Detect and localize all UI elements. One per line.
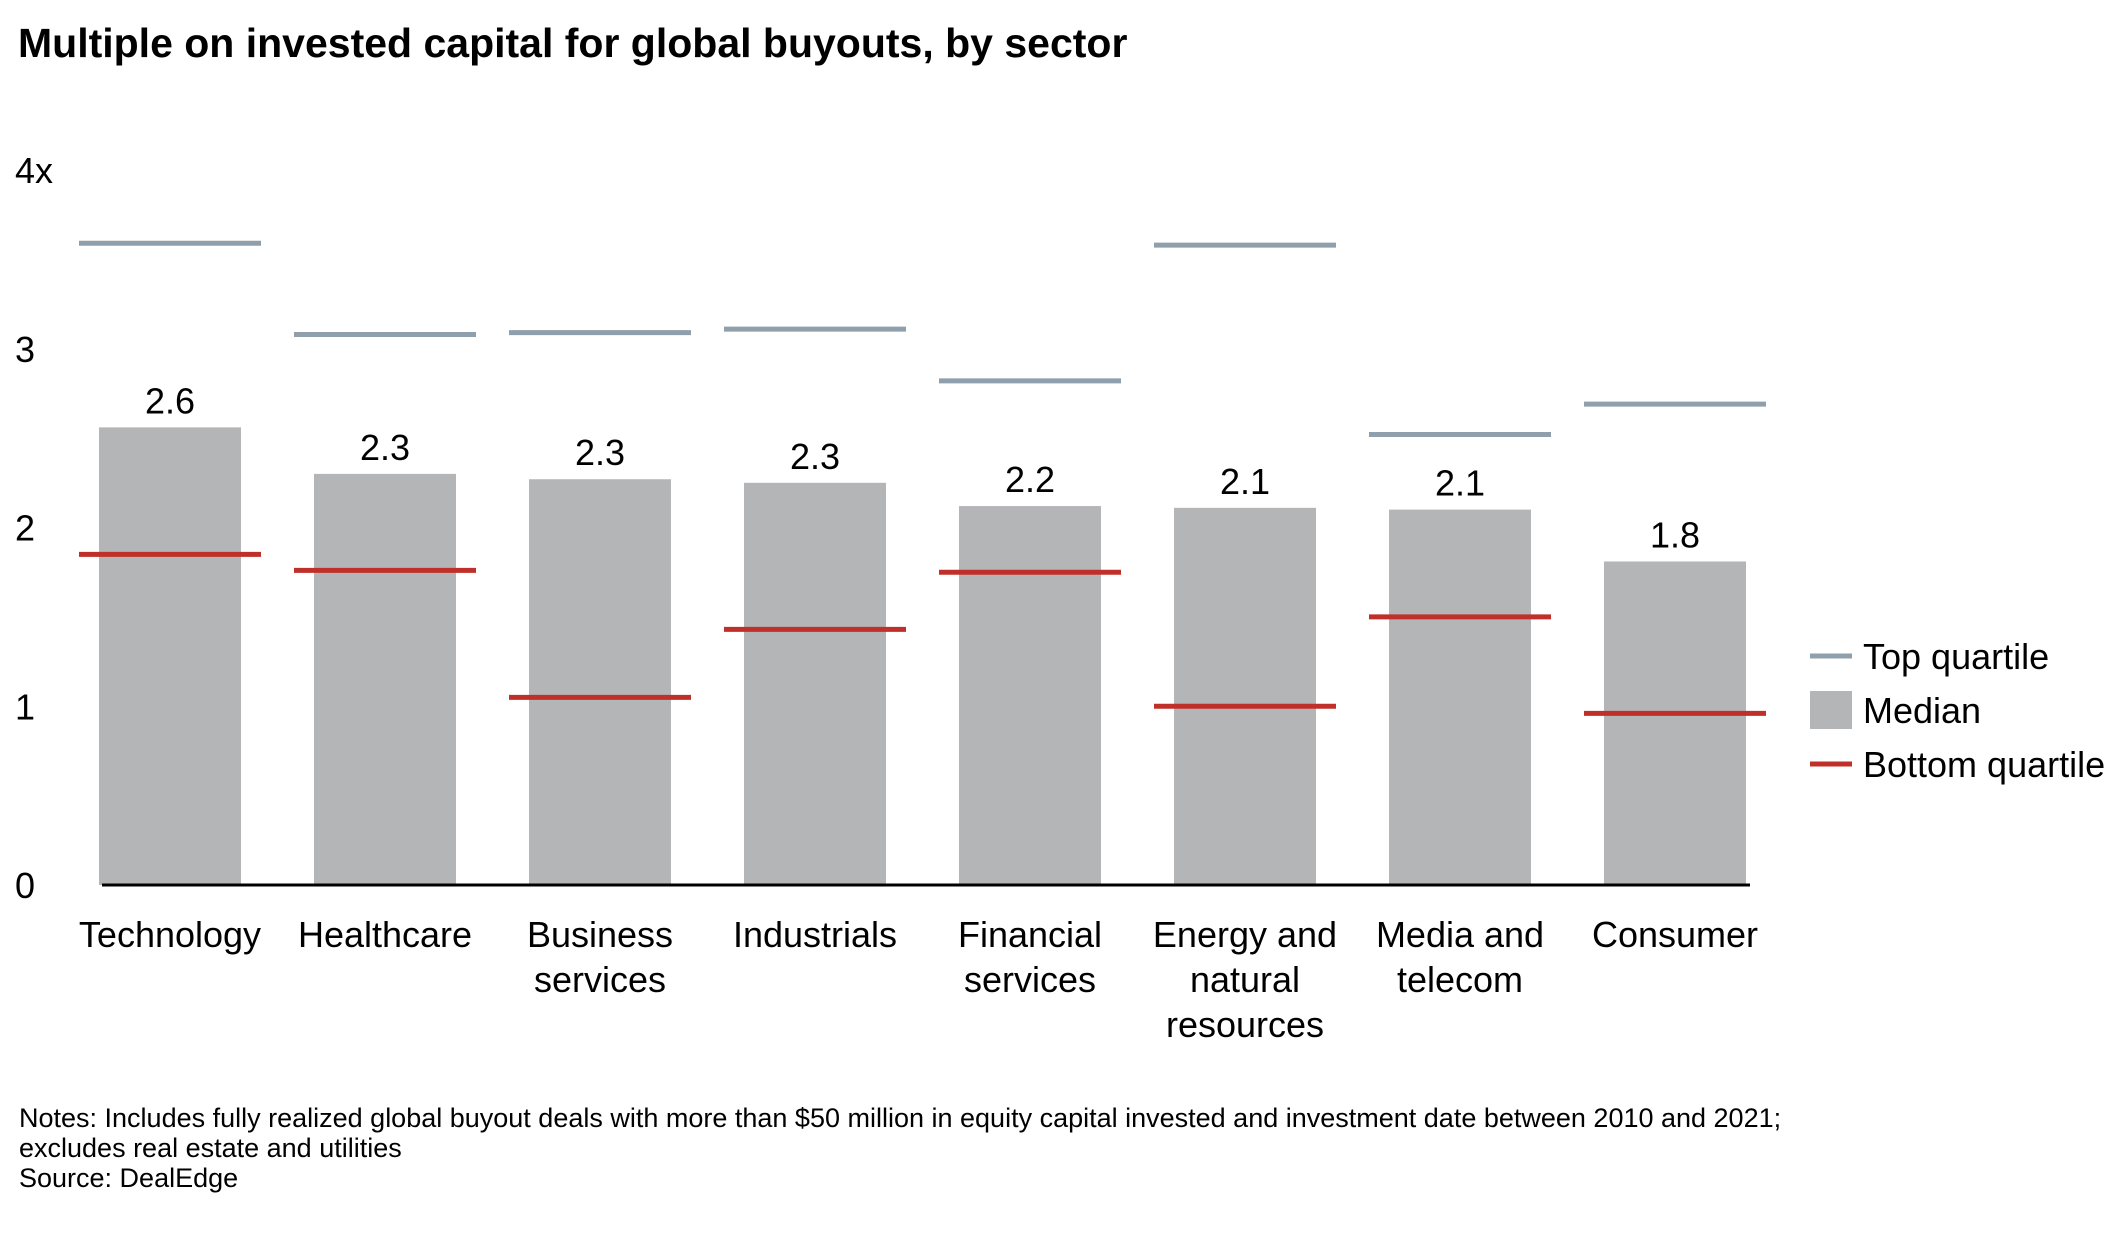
- category-label: telecom: [1397, 959, 1523, 1000]
- legend-label: Median: [1863, 690, 1981, 731]
- median-value-label: 1.8: [1650, 514, 1700, 555]
- y-tick-label: 3: [15, 329, 35, 370]
- median-bar: [744, 482, 886, 885]
- source-line: Source: DealEdge: [19, 1163, 239, 1193]
- y-tick-label: 4x: [15, 150, 53, 191]
- median-bar: [1389, 509, 1531, 885]
- median-value-label: 2.3: [790, 436, 840, 477]
- legend-swatch: [1810, 691, 1852, 729]
- category-label: Financial: [958, 914, 1102, 955]
- median-value-label: 2.1: [1220, 461, 1270, 502]
- y-tick-label: 0: [15, 865, 35, 906]
- legend-label: Top quartile: [1863, 636, 2049, 677]
- category-label: Media and: [1376, 914, 1544, 955]
- median-value-label: 2.3: [360, 427, 410, 468]
- chart-title: Multiple on invested capital for global …: [18, 20, 1128, 66]
- category-label: Consumer: [1592, 914, 1758, 955]
- category-label: Business: [527, 914, 673, 955]
- category-label: Healthcare: [298, 914, 472, 955]
- median-bar: [314, 473, 456, 885]
- category-label: Energy and: [1153, 914, 1337, 955]
- median-bar: [1174, 507, 1316, 885]
- median-value-label: 2.3: [575, 432, 625, 473]
- median-bar: [529, 479, 671, 885]
- y-tick-label: 1: [15, 686, 35, 727]
- notes-line-1: Notes: Includes fully realized global bu…: [19, 1103, 1782, 1133]
- notes-line-2: excludes real estate and utilities: [19, 1133, 402, 1163]
- category-label: Technology: [79, 914, 261, 955]
- legend-label: Bottom quartile: [1863, 744, 2105, 785]
- median-bar: [959, 506, 1101, 885]
- median-value-label: 2.1: [1435, 463, 1485, 504]
- y-tick-label: 2: [15, 508, 35, 549]
- category-label: services: [964, 959, 1096, 1000]
- category-label: resources: [1166, 1004, 1324, 1045]
- median-value-label: 2.2: [1005, 459, 1055, 500]
- median-bar: [99, 427, 241, 885]
- category-label: services: [534, 959, 666, 1000]
- median-bar: [1604, 561, 1746, 885]
- chart-notes: Notes: Includes fully realized global bu…: [19, 1103, 1781, 1193]
- category-label: natural: [1190, 959, 1300, 1000]
- median-value-label: 2.6: [145, 380, 195, 421]
- category-label: Industrials: [733, 914, 897, 955]
